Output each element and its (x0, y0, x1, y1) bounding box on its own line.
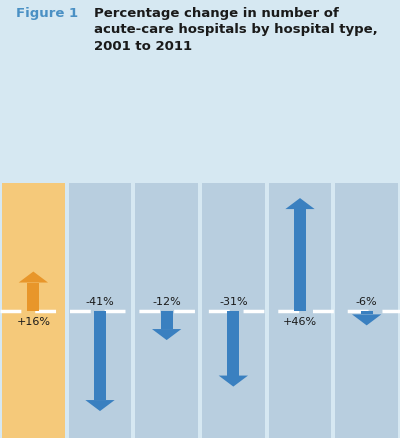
Text: -31%: -31% (219, 296, 248, 306)
Text: Percentage change in number of
acute-care hospitals by hospital type,
2001 to 20: Percentage change in number of acute-car… (94, 7, 378, 53)
Bar (227, 311, 239, 376)
Text: +16%: +16% (16, 316, 50, 326)
Text: -41%: -41% (86, 296, 114, 306)
Bar (2, 184, 65, 438)
Bar (161, 311, 173, 329)
Text: Figure 1: Figure 1 (16, 7, 78, 20)
Polygon shape (219, 376, 248, 387)
Bar (361, 311, 373, 314)
Bar (94, 311, 106, 400)
Text: +46%: +46% (283, 316, 317, 326)
Bar (135, 184, 198, 438)
Polygon shape (352, 314, 381, 325)
Bar (335, 184, 398, 438)
Polygon shape (85, 400, 115, 411)
Bar (69, 184, 131, 438)
Text: -6%: -6% (356, 296, 378, 306)
Bar (269, 184, 331, 438)
Polygon shape (19, 272, 48, 283)
Polygon shape (285, 198, 315, 210)
Bar (202, 184, 265, 438)
Bar (27, 283, 39, 311)
Polygon shape (152, 329, 181, 340)
Text: -12%: -12% (152, 296, 181, 306)
Bar (294, 210, 306, 311)
